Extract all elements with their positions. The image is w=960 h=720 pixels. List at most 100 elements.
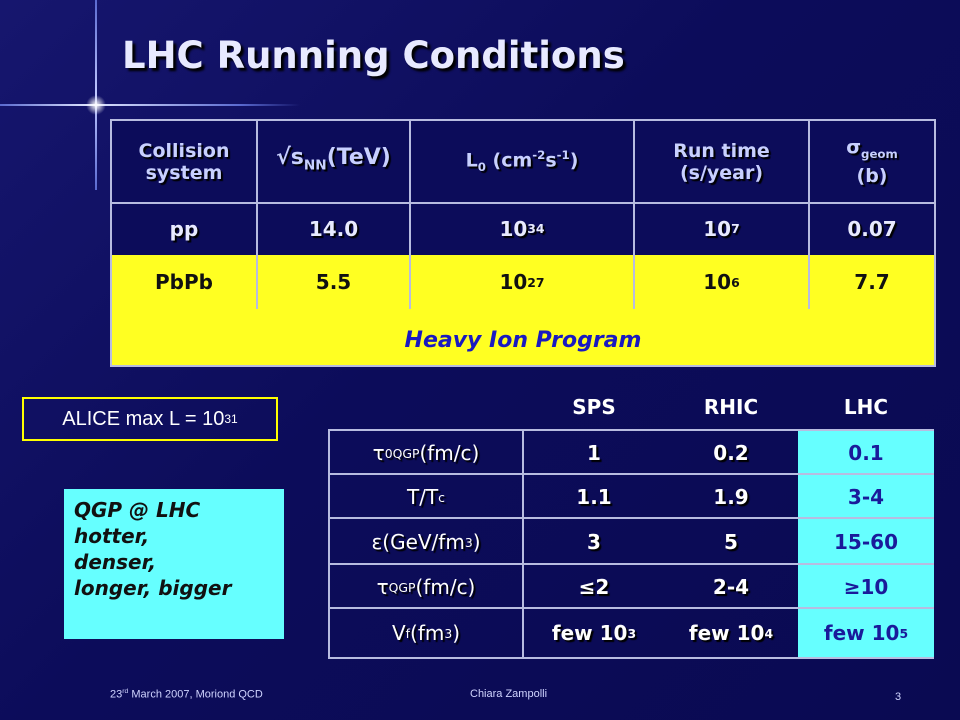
footer-date-rest: March 2007, Moriond QCD (128, 688, 263, 701)
vol-unit: (fm (410, 621, 445, 645)
header-run-time: Run time (s/year) (635, 121, 810, 202)
eps-sps: 3 (587, 530, 601, 554)
compare-label-temperature: T/T c (328, 475, 524, 519)
vol-sym: V (391, 621, 406, 645)
tau0-sup: 0 (384, 445, 393, 461)
compare-label-tau-qgp: τ QGP (fm/c) (328, 565, 524, 609)
header-sigma-tail: (b) (856, 164, 888, 187)
pp-run-base: 10 (703, 216, 732, 241)
vol-lhc-base: few 10 (823, 621, 900, 645)
pbpb-run-base: 10 (703, 270, 732, 294)
header-sigma-sub: geom (861, 146, 898, 161)
qgp-line-3: denser, (74, 550, 157, 574)
vol-sps: few 10 3 (524, 609, 664, 657)
eps-lhc: 15-60 (798, 519, 934, 565)
vol-sub: f (405, 625, 411, 641)
header-sigma-text: σ (846, 136, 862, 159)
decor-star-glow (86, 95, 106, 115)
sps-rhic-lhc-table: SPS RHIC LHC τ 0 QGP (fm/c) 1 0.2 0.1 T/T c… (328, 385, 934, 659)
compare-header-row: SPS RHIC LHC (328, 385, 934, 429)
tau0-sps: 1 (587, 441, 601, 465)
vol-rhic: few 10 4 (664, 609, 798, 657)
alice-text: ALICE max L = 10 (62, 407, 225, 430)
footer-author: Chiara Zampolli (470, 688, 548, 700)
pp-system: pp (112, 202, 258, 255)
pbpb-lum-base: 10 (499, 270, 528, 294)
compare-header-lhc: LHC (843, 395, 889, 419)
compare-header-empty (328, 385, 524, 429)
header-runtime-text: Run time (s/year) (673, 139, 770, 184)
pp-runtime: 10 7 (635, 202, 810, 255)
header-lum-mid1: (cm (485, 149, 533, 172)
vol-sps-base: few 10 (551, 621, 628, 645)
temp-rhic: 1.9 (713, 485, 749, 509)
header-collision-system: Collision system (112, 121, 258, 202)
header-sqrt-tail: (TeV) (326, 144, 391, 170)
vol-sps-exp: 3 (627, 625, 637, 641)
pp-luminosity: 10 34 (411, 202, 635, 255)
compare-row-tau-qgp: τ QGP (fm/c) ≤2 2-4 ≥10 (328, 563, 934, 609)
heavy-ion-program-label: Heavy Ion Program (404, 327, 642, 353)
temp-sps: 1.1 (576, 485, 612, 509)
vol-sup: 3 (444, 625, 453, 641)
tauqgp-sym: τ (376, 575, 389, 599)
compare-header-rhic: RHIC (703, 395, 759, 419)
footer-date-day: 23 (110, 688, 123, 701)
compare-label-tau0: τ 0 QGP (fm/c) (328, 431, 524, 475)
header-lum-text: L (465, 149, 478, 172)
tau0-rhic: 0.2 (713, 441, 749, 465)
tauqgp-sub: QGP (388, 579, 416, 595)
compare-row-energy-density: ε (GeV/fm 3) 3 5 15-60 (328, 517, 934, 565)
eps-sup: 3 (464, 534, 473, 550)
eps-close: ) (472, 530, 481, 554)
eps-sym: ε (371, 530, 383, 554)
pbpb-sigma: 7.7 (854, 270, 890, 294)
vol-lhc: few 10 5 (798, 609, 934, 657)
header-sqrt-sub: NN (303, 157, 327, 174)
alice-max-luminosity-box: ALICE max L = 10 31 (22, 397, 278, 441)
vol-rhic-base: few 10 (688, 621, 765, 645)
tauqgp-rhic: 2-4 (712, 575, 750, 599)
eps-unit: (GeV/fm (382, 530, 465, 554)
vol-lhc-exp: 5 (899, 625, 909, 641)
qgp-line-2: hotter, (74, 524, 150, 548)
pp-sigma: 0.07 (847, 216, 897, 241)
alice-exp: 31 (224, 412, 238, 426)
pp-lum-exp: 34 (527, 221, 545, 236)
temp-sym: T/T (407, 485, 439, 509)
header-lum-sup1: -2 (532, 148, 546, 163)
qgp-line-4: longer, bigger (74, 576, 232, 600)
footer-date-event: 23rd March 2007, Moriond QCD (110, 688, 263, 701)
temp-lhc: 3-4 (798, 475, 934, 519)
header-sqrt-text: √s (276, 144, 304, 170)
tau0-unit: (fm/c) (419, 441, 480, 465)
pp-lum-base: 10 (499, 216, 528, 241)
table-row-pp: pp 14.0 10 34 10 7 0.07 (112, 202, 934, 257)
header-sqrt-snn: √sNN(TeV) (258, 121, 411, 202)
header-lum-sup2: -1 (556, 148, 570, 163)
header-collision-text: Collision system (138, 139, 230, 184)
pbpb-sqrt: 5.5 (258, 255, 411, 309)
pbpb-run-exp: 6 (731, 274, 740, 290)
page-number: 3 (895, 691, 902, 703)
pp-sqrt: 14.0 (258, 202, 411, 255)
header-sigma-geom: σgeom (b) (810, 121, 934, 202)
table-row-pbpb: PbPb 5.5 10 27 10 6 7.7 (112, 255, 934, 309)
pp-run-exp: 7 (731, 221, 740, 236)
tau0-sym: τ (372, 441, 385, 465)
compare-label-energy-density: ε (GeV/fm 3) (328, 519, 524, 565)
qgp-line-1: QGP @ LHC (74, 498, 201, 522)
header-luminosity: L0 (cm-2s-1) (411, 121, 635, 202)
header-lum-mid2: s (545, 149, 557, 172)
header-lum-sub: 0 (477, 160, 486, 175)
table-header-row: Collision system √sNN(TeV) L0 (cm-2s-1) … (112, 121, 934, 204)
tauqgp-sps: ≤2 (578, 575, 610, 599)
compare-row-temperature: T/T c 1.1 1.9 3-4 (328, 473, 934, 519)
tauqgp-lhc: ≥10 (798, 565, 934, 609)
compare-header-sps: SPS (572, 395, 616, 419)
slide-title: LHC Running Conditions (122, 34, 625, 77)
decor-horizontal-line (0, 104, 300, 106)
heavy-ion-program-banner: Heavy Ion Program (112, 309, 934, 365)
